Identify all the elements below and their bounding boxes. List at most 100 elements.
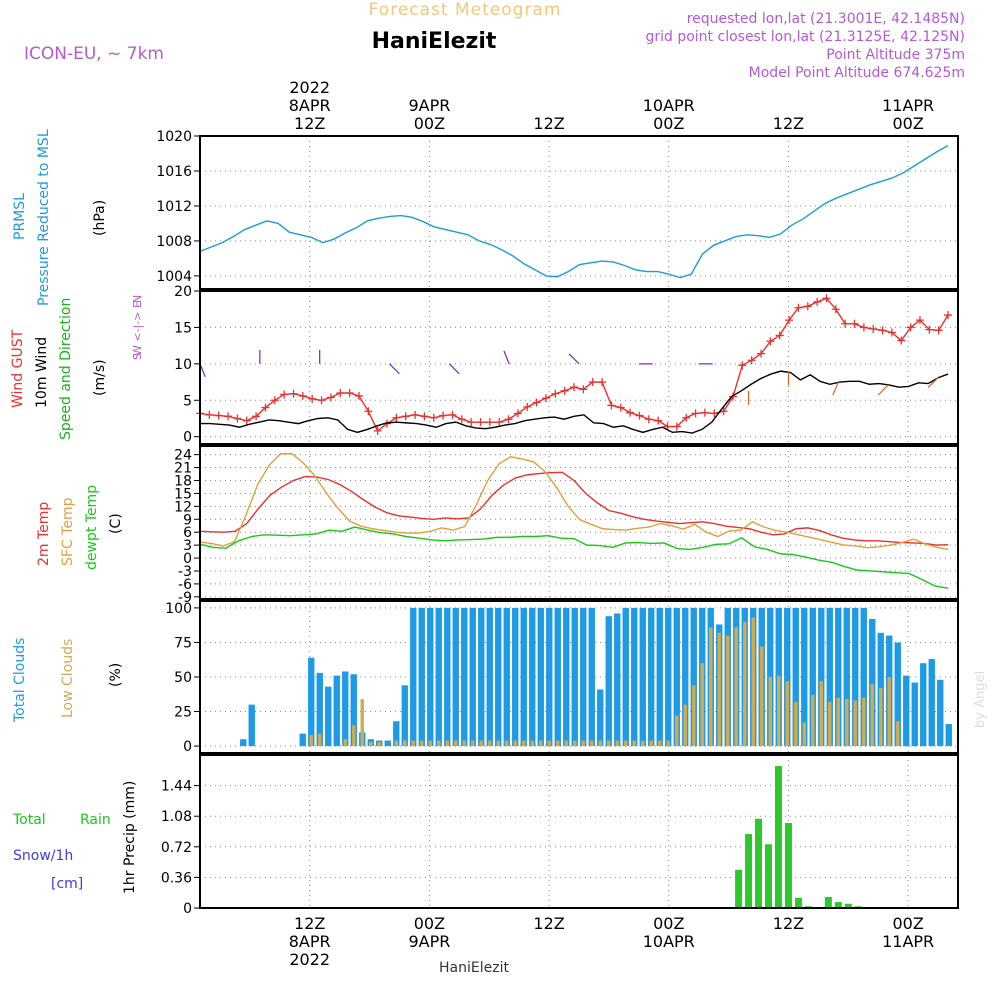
cloud-bar-1-63	[743, 621, 747, 747]
cloud-bar-0-33	[486, 607, 493, 747]
model-label: ICON-EU, ~ 7km	[24, 44, 164, 64]
panel-pressure: 1004 1008 1012 1016 1020	[156, 129, 959, 290]
time-label-top-3-0: 10APR	[643, 96, 695, 115]
time-label-bottom-1-0: 00Z	[414, 914, 445, 933]
gust-marker-49	[654, 416, 663, 425]
time-label-top-4-0: 12Z	[773, 114, 804, 133]
cloud-label-unit: (%)	[108, 663, 124, 687]
cloud-bar-0-50	[631, 607, 638, 747]
cloud-bar-0-35	[503, 607, 510, 747]
cloud-bar-1-67	[777, 675, 781, 747]
cloud-bar-1-26	[428, 740, 432, 747]
cloud-bar-0-71	[809, 607, 816, 747]
chart-panels: 1004100810121016102005101520-9-6-3036912…	[156, 129, 959, 917]
cloud-bar-1-44	[581, 740, 585, 747]
clouds-frame	[199, 600, 959, 754]
gust-marker-29	[467, 418, 476, 427]
cloud-bar-0-29	[452, 607, 459, 747]
pressure-label-msl: Pressure Reduced to MSL	[36, 129, 52, 306]
temperature-ytick-label-10: 21	[174, 461, 192, 477]
temperature-ytick-label-9: 18	[174, 473, 192, 489]
cloud-bar-0-43	[571, 607, 578, 747]
cloud-bar-0-69	[792, 607, 799, 747]
cloud-bar-0-40	[546, 607, 553, 747]
time-label-bottom-2-0: 12Z	[533, 914, 564, 933]
cloud-bar-1-64	[751, 617, 755, 747]
gust-marker-51	[672, 422, 681, 431]
gust-marker-41	[579, 385, 588, 394]
cloud-bar-0-83	[911, 682, 918, 747]
precipitation-ytick-label-0: 0	[183, 901, 192, 917]
cloud-bar-0-14	[325, 686, 332, 747]
gust-marker-62	[775, 331, 784, 340]
gust-marker-54	[700, 408, 709, 417]
cloud-bar-1-39	[539, 740, 543, 747]
time-label-bottom-1-1: 9APR	[408, 932, 450, 951]
gust-marker-14	[326, 393, 335, 402]
time-label-bottom-3-0: 00Z	[653, 914, 684, 933]
cloud-bar-1-32	[479, 740, 483, 747]
gust-marker-37	[541, 394, 550, 403]
gust-marker-19	[373, 426, 382, 435]
cloud-bar-1-12	[309, 735, 313, 747]
cloud-bar-0-32	[478, 607, 485, 747]
cloud-bar-1-58	[700, 663, 704, 747]
precip-bar-2	[755, 818, 763, 908]
gust-marker-4	[233, 414, 242, 423]
compass-south: S	[131, 353, 144, 360]
time-label-top-1-0: 9APR	[408, 96, 450, 115]
panel-clouds: 0 25 50 75 100	[165, 600, 959, 755]
cloud-bar-0-30	[461, 607, 468, 747]
cloud-bar-1-53	[658, 740, 662, 747]
gust-marker-76	[906, 323, 915, 332]
precipitation-ytick-label-2: 0.72	[161, 840, 192, 856]
cloud-bar-1-38	[530, 740, 534, 747]
cloud-label-total: Total Clouds	[12, 638, 28, 723]
time-label-bottom-4-0: 12Z	[773, 914, 804, 933]
cloud-bar-0-48	[614, 613, 621, 747]
temp-labels: 2m Temp SFC Temp dewpt Temp (C)	[36, 485, 124, 570]
cloud-bar-0-31	[469, 607, 476, 747]
gust-marker-21	[392, 413, 401, 422]
cloud-bar-1-57	[692, 685, 696, 747]
temperature-ytick-label-7: 12	[174, 499, 192, 515]
cloud-bar-1-49	[624, 740, 628, 747]
cloud-bar-1-80	[887, 677, 891, 747]
cloud-bar-1-27	[437, 740, 441, 747]
point-altitude: Point Altitude 375m	[826, 47, 965, 63]
pressure-ytick-label-4: 1020	[156, 129, 192, 145]
cloud-bar-1-25	[420, 740, 424, 747]
temperature-ytick-label-1: -6	[178, 577, 192, 593]
gust-marker-47	[635, 411, 644, 420]
cloud-bar-1-13	[318, 733, 322, 747]
cloud-bar-0-85	[928, 659, 935, 747]
gust-marker-78	[925, 325, 934, 334]
cloud-bar-1-50	[632, 740, 636, 747]
precip-bar-0	[735, 869, 743, 908]
gust-marker-64	[794, 303, 803, 312]
cloud-bar-1-77	[862, 697, 866, 747]
precip-bar-3	[765, 844, 772, 908]
title-top: Forecast Meteogram	[369, 0, 562, 20]
footer-station: HaniElezit	[439, 960, 509, 976]
gust-marker-24	[420, 412, 429, 421]
cloud-bar-1-33	[488, 740, 492, 747]
gust-marker-34	[513, 409, 522, 418]
cloud-bar-1-70	[802, 722, 806, 747]
cloud-bar-0-81	[894, 642, 901, 747]
time-label-top-5-1: 00Z	[892, 114, 923, 133]
cloud-bar-0-86	[937, 679, 944, 747]
gust-marker-72	[869, 324, 878, 333]
gust-marker-80	[944, 311, 953, 320]
cloud-bar-0-72	[818, 607, 825, 747]
gust-marker-25	[429, 413, 438, 422]
gust-marker-59	[747, 356, 756, 365]
pressure-ytick-label-3: 1016	[156, 164, 192, 180]
time-label-bottom-5-1: 11APR	[882, 932, 934, 951]
time-label-top-1-1: 00Z	[414, 114, 445, 133]
cloud-bar-0-17	[350, 674, 357, 747]
precip-bar-5	[784, 823, 792, 908]
cloud-bar-0-44	[580, 607, 587, 747]
cloud-bar-1-76	[853, 700, 857, 747]
